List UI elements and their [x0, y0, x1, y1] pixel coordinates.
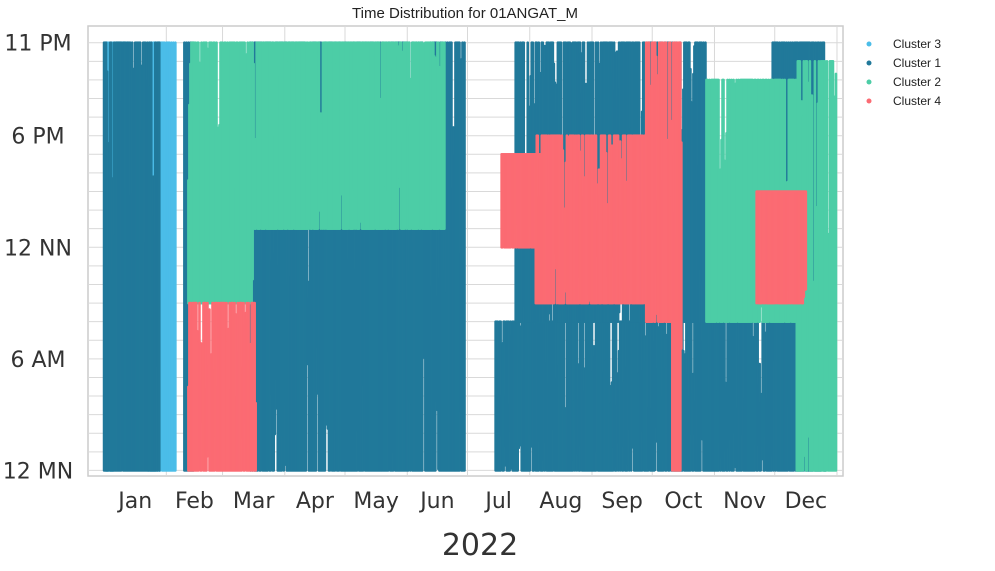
- legend-marker: [866, 60, 872, 66]
- x-tick-label: May: [353, 489, 398, 514]
- x-tick-label: Aug: [539, 489, 582, 514]
- legend: Cluster 3 Cluster 1 Cluster 2 Cluster 4: [866, 37, 941, 108]
- data-points: [102, 41, 838, 472]
- y-tick-label: 12 MN: [3, 459, 73, 484]
- legend-label: Cluster 4: [893, 94, 941, 108]
- x-tick-label: Feb: [175, 489, 214, 514]
- x-tick-label: Nov: [723, 489, 766, 514]
- y-tick-label: 12 NN: [4, 236, 72, 261]
- y-tick-label: 6 PM: [11, 125, 64, 150]
- x-tick-label: Apr: [296, 489, 335, 514]
- legend-label: Cluster 1: [893, 56, 941, 70]
- x-axis-label: 2022: [442, 528, 518, 563]
- x-tick-label: Sep: [601, 489, 642, 514]
- x-tick-label: Jun: [418, 489, 454, 514]
- y-axis-ticks: 12 MN 6 AM 12 NN 6 PM 11 PM: [3, 32, 73, 485]
- x-tick-label: Jan: [116, 489, 152, 514]
- legend-marker: [866, 41, 872, 47]
- x-tick-label: Mar: [233, 489, 275, 514]
- y-tick-label: 6 AM: [10, 348, 65, 373]
- x-axis-ticks: Jan Feb Mar Apr May Jun Jul Aug Sep Oct Nov Dec: [116, 489, 827, 514]
- series-cluster-4: [187, 41, 808, 472]
- legend-marker: [866, 98, 872, 104]
- legend-label: Cluster 2: [893, 75, 941, 89]
- x-tick-label: Oct: [664, 489, 702, 514]
- y-tick-label: 11 PM: [4, 32, 71, 57]
- legend-label: Cluster 3: [893, 37, 941, 51]
- legend-marker: [866, 79, 872, 85]
- chart-title: Time Distribution for 01ANGAT_M: [352, 5, 578, 22]
- x-tick-label: Jul: [483, 489, 512, 514]
- x-tick-label: Dec: [785, 489, 828, 514]
